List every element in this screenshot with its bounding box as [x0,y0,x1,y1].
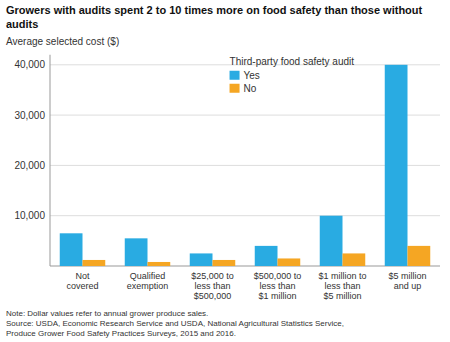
x-tick-label: $25,000 toless than$500,000 [191,271,234,301]
bar [278,258,301,266]
x-tick-label-line: $5 million [323,291,361,301]
x-tick-label-line: $1 million to [318,271,366,281]
legend-swatch [230,71,240,80]
y-tick-label: 30,000 [14,110,45,121]
y-axis-label: Average selected cost ($) [6,36,119,47]
bar [148,262,171,266]
x-tick-label-line: less than [194,281,230,291]
legend-label: Yes [244,70,260,81]
bar [385,65,408,266]
y-tick-label: 40,000 [14,59,45,70]
x-tick-label: $1 million toless than$5 million [318,271,366,301]
y-axis-line [50,55,51,266]
bar [60,233,83,266]
y-tick-label: 20,000 [14,160,45,171]
legend-label: No [244,83,257,94]
x-tick-label: $5 millionand up [388,271,426,291]
note: Note: Dollar values refer to annual grow… [6,309,208,318]
grid-line [50,115,440,116]
x-tick-label-line: covered [66,281,98,291]
title: Growers with audits spent 2 to 10 times … [6,4,423,30]
chart: Growers with audits spent 2 to 10 times … [0,0,450,342]
x-tick-label: Notcovered [66,271,98,291]
legend-title: Third-party food safety audit [230,56,355,67]
note: Produce Grower Food Safety Practices Sur… [6,329,236,338]
bar [408,246,431,266]
x-tick-label-line: exemption [127,281,169,291]
bar [320,216,343,266]
title-line: Growers with audits spent 2 to 10 times … [6,4,423,16]
x-tick-label: Qualifiedexemption [127,271,169,291]
grid-line [50,165,440,166]
x-axis-line [50,266,440,267]
legend-swatch [230,84,240,93]
bar [83,260,106,266]
x-tick-label-line: $500,000 [194,291,232,301]
x-tick-label-line: $500,000 to [254,271,302,281]
bar [343,253,366,266]
x-tick-label-line: Qualified [130,271,166,281]
x-tick-label-line: $25,000 to [191,271,234,281]
x-tick-label-line: $5 million [388,271,426,281]
note: Source: USDA, Economic Research Service … [6,319,344,328]
grid-line [50,215,440,216]
x-tick-label-line: $1 million [258,291,296,301]
bar [125,238,148,266]
bar [213,260,236,266]
x-tick-label: $500,000 toless than$1 million [254,271,302,301]
x-tick-label-line: less than [324,281,360,291]
x-tick-label-line: Not [75,271,90,281]
legend: Third-party food safety audit Yes No [230,56,355,94]
bar [190,253,213,266]
title-line: audits [6,18,38,30]
bar [255,246,278,266]
x-tick-label-line: less than [259,281,295,291]
bars [60,65,431,266]
x-tick-label-line: and up [394,281,422,291]
y-tick-label: 10,000 [14,210,45,221]
